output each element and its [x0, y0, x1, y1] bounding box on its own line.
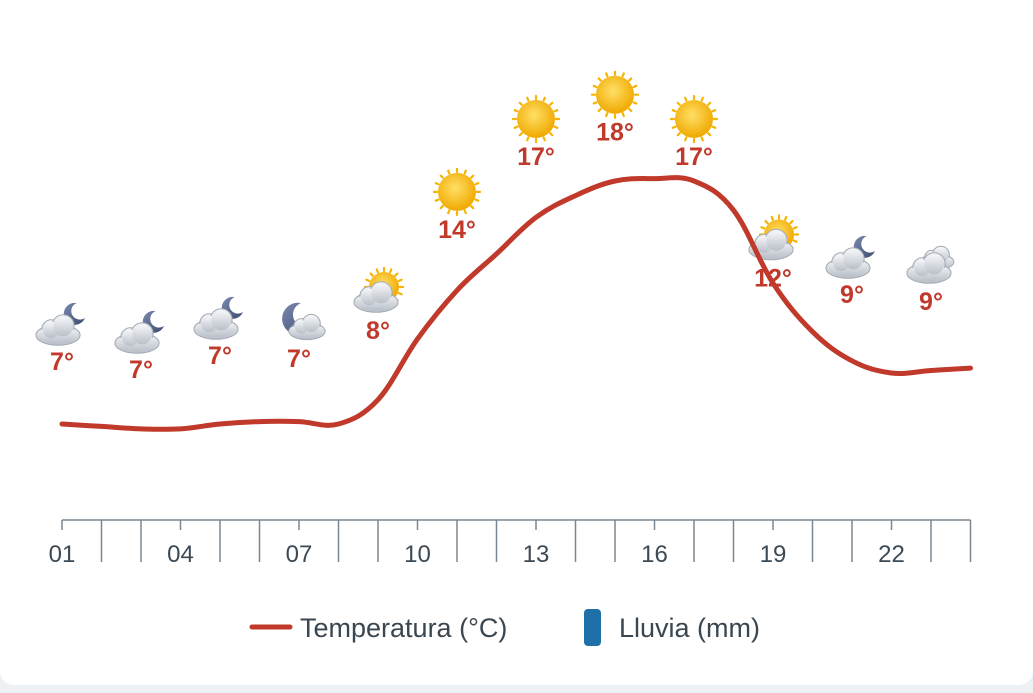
cloud-shape: [906, 252, 952, 284]
weather-icons: [35, 70, 955, 354]
sun-shape: [669, 94, 719, 144]
sun-shape: [511, 94, 561, 144]
temperature-label: 17°: [675, 143, 713, 171]
sun-icon: [669, 94, 719, 144]
sun-cloud-icon: [353, 266, 405, 313]
moon-shape: [282, 302, 313, 335]
x-tick-label: 22: [878, 541, 905, 568]
moon-cloud-icon: [114, 310, 164, 354]
x-tick-label: 10: [404, 541, 431, 568]
cloud-shape: [288, 313, 326, 341]
temperature-label: 7°: [129, 356, 153, 384]
sun-icon: [511, 94, 561, 144]
temperature-label: 14°: [438, 216, 476, 244]
sun-shape: [590, 70, 640, 119]
x-axis: 01 04 07 10 13 16 19 22: [49, 519, 972, 568]
x-tick-label: 07: [286, 541, 313, 568]
temperature-label: 7°: [208, 342, 232, 370]
temperature-label: 7°: [50, 348, 74, 376]
temperature-label: 9°: [840, 281, 864, 309]
moon-cloud-icon: [282, 302, 326, 341]
legend: Temperatura (°C) Lluvia (mm): [249, 609, 760, 646]
x-tick-label: 19: [760, 541, 787, 568]
temperature-label: 18°: [596, 119, 634, 147]
temperature-labels: 7° 7° 7° 7°8°14°17°18°17°12°9° 9°: [50, 119, 943, 384]
cloud-shape: [193, 308, 239, 340]
sun-icon: [432, 167, 482, 216]
cloud-shape: [825, 247, 871, 279]
sun-shape: [432, 167, 482, 216]
moon-cloud-icon: [35, 302, 85, 346]
cloud-icon: [906, 245, 955, 284]
legend-rain-swatch: [584, 609, 601, 646]
temperature-label: 17°: [517, 143, 555, 171]
moon-cloud-icon: [193, 296, 243, 340]
x-tick-label: 16: [641, 541, 668, 568]
temperature-label: 9°: [919, 288, 943, 316]
cloud-shape: [353, 281, 399, 313]
temperature-label: 8°: [366, 317, 390, 345]
temperature-line: [59, 175, 973, 432]
temperature-label: 7°: [287, 345, 311, 373]
x-tick-label: 04: [167, 541, 194, 568]
legend-rain-label: Lluvia (mm): [619, 613, 760, 643]
x-tick-label: 01: [49, 541, 76, 568]
legend-temperature-label: Temperatura (°C): [300, 613, 507, 643]
x-tick-label: 13: [523, 541, 550, 568]
moon-cloud-icon: [825, 235, 875, 279]
cloud-shape: [35, 314, 81, 346]
sun-icon: [590, 70, 640, 119]
cloud-shape: [114, 322, 160, 354]
